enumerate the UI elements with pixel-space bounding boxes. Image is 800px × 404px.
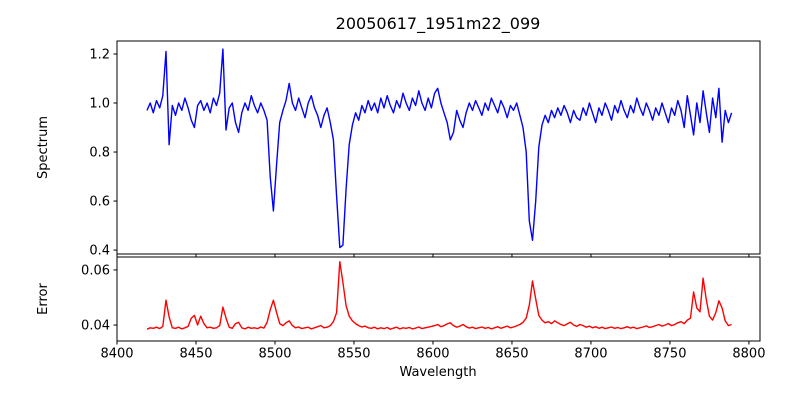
x-tick-label: 8500 xyxy=(258,347,291,362)
x-tick-label: 8550 xyxy=(337,347,370,362)
x-tick-label: 8450 xyxy=(179,347,212,362)
x-tick-label: 8700 xyxy=(574,347,607,362)
x-tick-label: 8800 xyxy=(732,347,765,362)
spectrum-y-tick-label: 1.0 xyxy=(89,97,110,112)
error-y-tick-label: 0.06 xyxy=(81,263,110,278)
spectrum-y-tick-label: 1.2 xyxy=(89,47,110,62)
spectrum-y-tick-label: 0.6 xyxy=(89,195,110,210)
chart-title: 20050617_1951m22_099 xyxy=(336,14,541,34)
error-line xyxy=(146,261,732,330)
y-axis-label-spectrum: Spectrum xyxy=(36,116,51,179)
axes-layer: 0.4 0.6 0.8 1.0 1.2 0.04 0.06 8400 8450 8500 8550 8… xyxy=(81,40,765,362)
spectrum-y-tick-label: 0.8 xyxy=(89,146,110,161)
x-tick-label: 8400 xyxy=(100,347,133,362)
error-y-tick-label: 0.04 xyxy=(81,319,110,334)
spectrum-y-tick-label: 0.4 xyxy=(89,244,110,259)
x-tick-label: 8650 xyxy=(495,347,528,362)
y-axis-label-error: Error xyxy=(36,283,51,315)
spectrum-panel-frame xyxy=(116,40,761,255)
error-panel-frame xyxy=(116,256,761,342)
x-tick-label: 8600 xyxy=(416,347,449,362)
spectrum-line xyxy=(146,48,733,249)
x-axis-label: Wavelength xyxy=(399,365,476,380)
x-tick-label: 8750 xyxy=(653,347,686,362)
